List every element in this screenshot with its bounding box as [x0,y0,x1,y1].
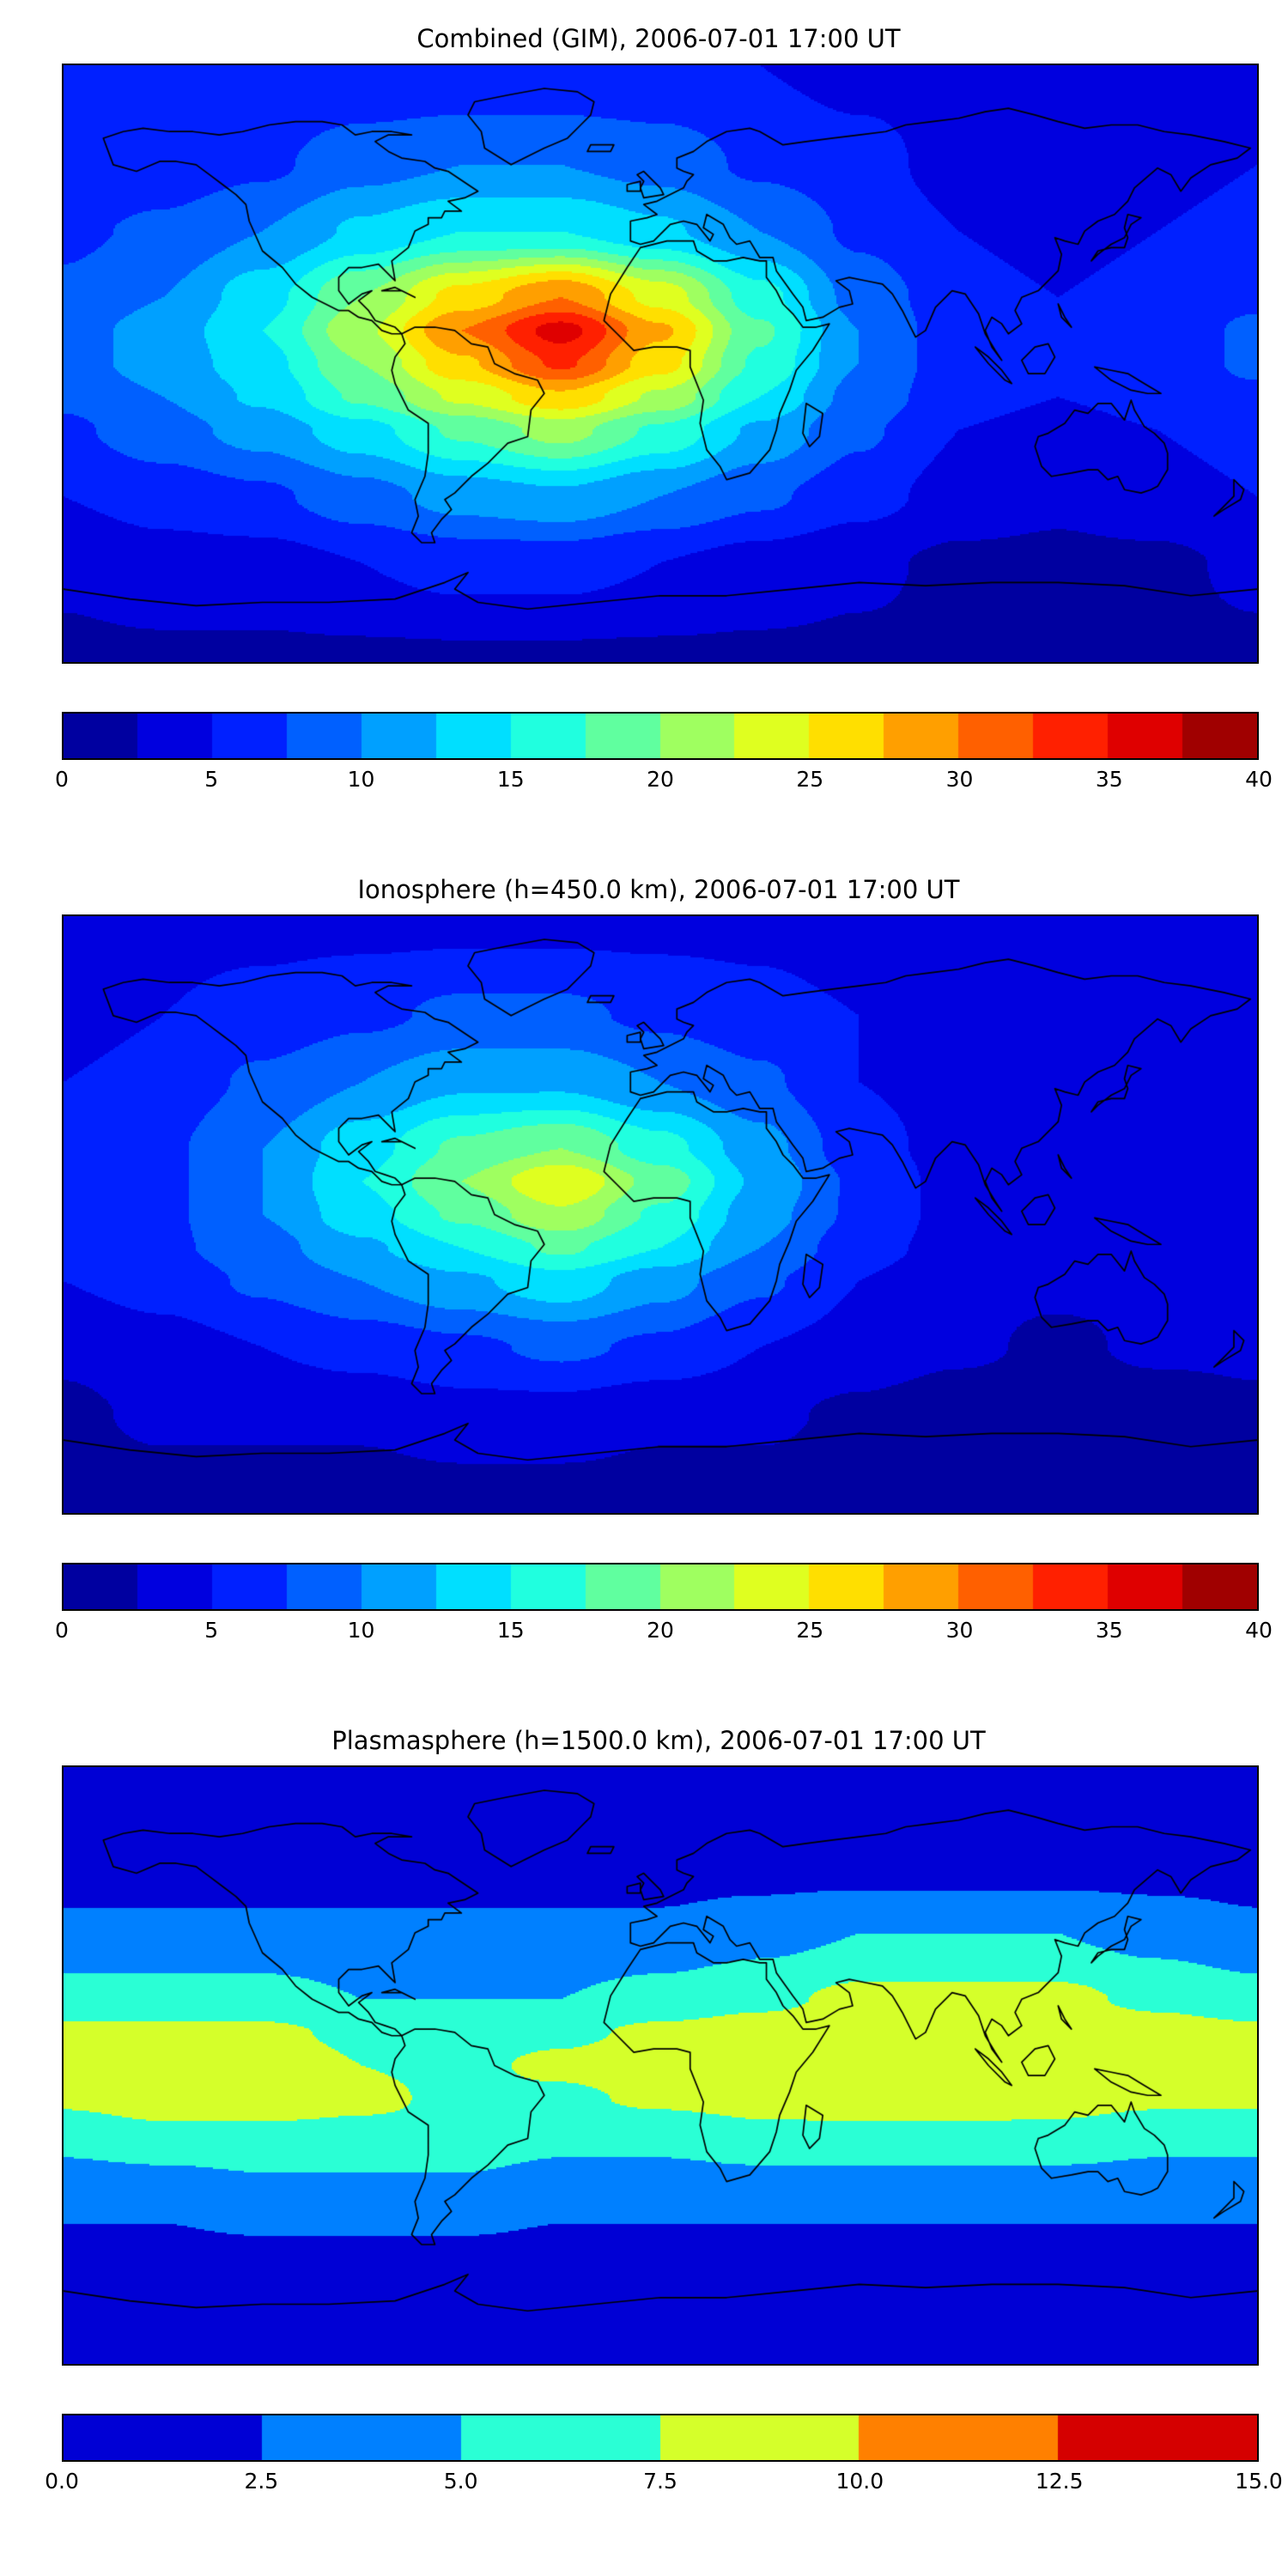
colorbar-canvas-combined [62,712,1259,760]
colorbar-tick-label: 0.0 [45,2469,79,2494]
colorbar-canvas-ionosphere [62,1563,1259,1611]
colorbar-tick-label: 35 [1095,767,1123,792]
colorbar-tick-label: 10.0 [835,2469,884,2494]
panel-combined-gim: Combined (GIM), 2006-07-01 17:00 UT 0 5 10… [0,0,1288,794]
colorbar-ionosphere [62,1563,1259,1611]
colorbar-tick-label: 10 [347,1618,375,1643]
colorbar-tick-label: 0 [55,1618,69,1643]
colorbar-tick-label: 20 [647,1618,674,1643]
map-canvas-ionosphere [62,914,1259,1515]
colorbar-tick-label: 20 [647,767,674,792]
figure-root: Combined (GIM), 2006-07-01 17:00 UT 0 5 10… [0,0,1288,2496]
colorbar-tick-label: 10 [347,767,375,792]
colorbar-tick-label: 15 [496,767,525,792]
colorbar-canvas-plasmasphere [62,2414,1259,2462]
colorbar-tick-label: 40 [1245,1618,1273,1643]
colorbar-tick-label: 12.5 [1035,2469,1084,2494]
colorbar-tick-label: 2.5 [244,2469,279,2494]
colorbar-tick-label: 0 [55,767,69,792]
panel-ionosphere: Ionosphere (h=450.0 km), 2006-07-01 17:0… [0,851,1288,1645]
colorbar-tick-label: 40 [1245,767,1273,792]
colorbar-ticks-ionosphere: 0 5 10 15 20 25 30 35 40 [55,1611,1273,1645]
map-canvas-combined [62,64,1259,664]
map-canvas-plasmasphere [62,1765,1259,2366]
colorbar-tick-label: 5 [204,767,219,792]
colorbar-tick-label: 30 [945,767,974,792]
colorbar-tick-label: 35 [1095,1618,1123,1643]
colorbar-ticks-plasmasphere: 0.0 2.5 5.0 7.5 10.0 12.5 15.0 [45,2462,1283,2496]
colorbar-ticks-combined: 0 5 10 15 20 25 30 35 40 [55,760,1273,794]
colorbar-tick-label: 25 [796,1618,824,1643]
panel-title-plasmasphere: Plasmasphere (h=1500.0 km), 2006-07-01 1… [331,1726,986,1755]
colorbar-plasmasphere [62,2414,1259,2462]
colorbar-tick-label: 30 [945,1618,974,1643]
colorbar-tick-label: 7.5 [643,2469,677,2494]
colorbar-combined [62,712,1259,760]
panel-title-combined: Combined (GIM), 2006-07-01 17:00 UT [416,24,901,53]
colorbar-tick-label: 5 [204,1618,219,1643]
colorbar-tick-label: 15.0 [1235,2469,1283,2494]
panel-title-ionosphere: Ionosphere (h=450.0 km), 2006-07-01 17:0… [357,875,960,904]
colorbar-tick-label: 25 [796,767,824,792]
colorbar-tick-label: 5.0 [443,2469,478,2494]
panel-plasmasphere: Plasmasphere (h=1500.0 km), 2006-07-01 1… [0,1702,1288,2496]
colorbar-tick-label: 15 [496,1618,525,1643]
